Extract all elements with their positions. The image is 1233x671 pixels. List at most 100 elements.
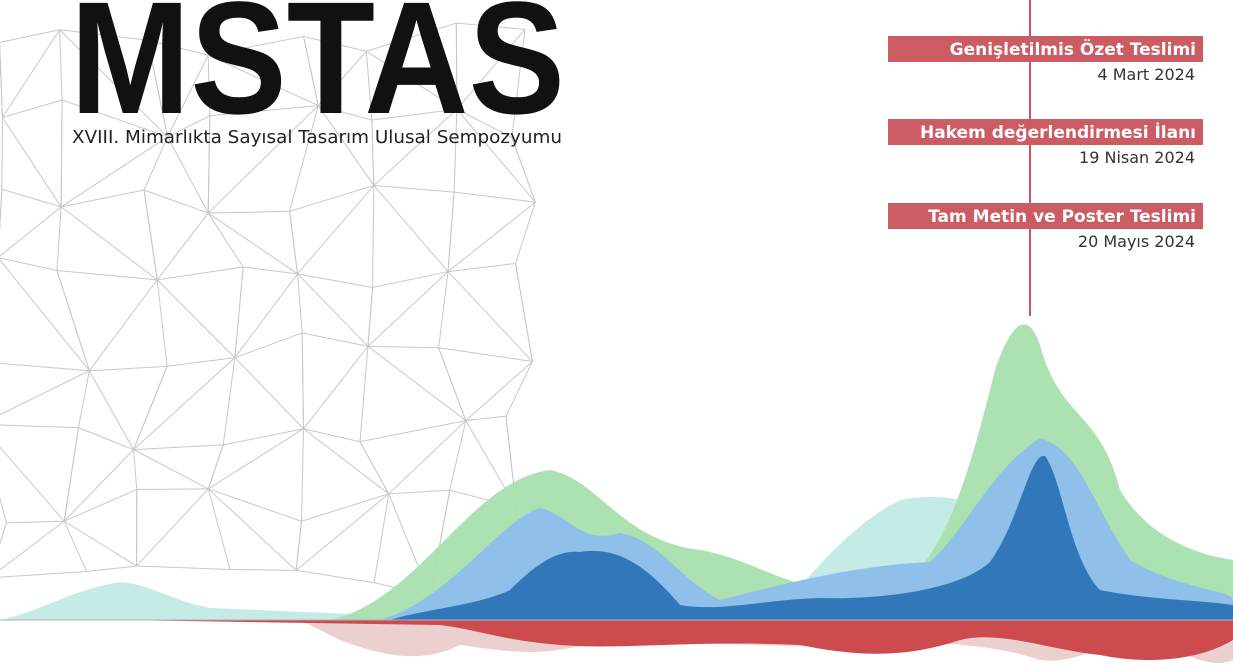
timeline: 19 Ocak 2024Genişletilmis Özet Teslimi4 … xyxy=(888,0,1203,251)
mesh-line xyxy=(0,424,78,427)
mesh-line xyxy=(298,185,374,273)
mesh-line xyxy=(301,494,388,521)
mesh-line xyxy=(157,280,235,358)
timeline-label: Tam Metin ve Poster Teslimi xyxy=(928,207,1196,227)
mesh-line xyxy=(296,570,374,582)
mesh-line xyxy=(374,494,389,583)
mesh-line xyxy=(235,333,302,358)
mesh-line xyxy=(89,371,133,450)
mesh-line xyxy=(0,371,89,425)
mesh-line xyxy=(374,185,448,271)
mesh-line xyxy=(0,30,60,43)
mesh-line xyxy=(78,371,89,428)
timeline-label: Hakem değerlendirmesi İlanı xyxy=(920,121,1196,143)
mesh-line xyxy=(223,358,235,445)
mesh-line xyxy=(360,346,368,441)
mesh-line xyxy=(373,272,448,288)
mesh-line xyxy=(389,490,450,494)
mesh-line xyxy=(360,421,466,442)
logo-title: MSTAS xyxy=(70,0,565,147)
mesh-line xyxy=(208,211,289,213)
mesh-line xyxy=(134,445,224,450)
mesh-line xyxy=(0,207,61,258)
mesh-line xyxy=(167,358,235,367)
mesh-line xyxy=(448,202,535,271)
mesh-line xyxy=(2,117,61,206)
mesh-line xyxy=(134,450,209,489)
mesh-line xyxy=(134,358,235,450)
mesh-line xyxy=(0,42,2,117)
mesh-line xyxy=(235,358,304,429)
mesh-line xyxy=(0,363,89,371)
mesh-line xyxy=(208,489,230,570)
mesh-line xyxy=(373,185,374,287)
mesh-line xyxy=(61,100,62,207)
mesh-line xyxy=(0,189,2,257)
poster: MSTAS XVIII. Mimarlıkta Sayısal Tasarım … xyxy=(0,0,1233,671)
mesh-line xyxy=(506,361,532,416)
mesh-line xyxy=(137,489,209,566)
mesh-line xyxy=(230,569,296,570)
mesh-line xyxy=(89,280,157,371)
mesh-line xyxy=(360,442,389,494)
mesh-line xyxy=(0,521,64,578)
mesh-line xyxy=(0,258,89,371)
mesh-line xyxy=(208,213,297,274)
mesh-line xyxy=(61,207,157,280)
mesh-line xyxy=(64,521,86,571)
mesh-line xyxy=(439,348,533,362)
mesh-line xyxy=(64,489,137,521)
mesh-line xyxy=(368,272,448,347)
mesh-line xyxy=(301,429,303,521)
mesh-line xyxy=(144,190,208,213)
mesh-line xyxy=(208,429,303,489)
timeline-date: 20 Mayıs 2024 xyxy=(1078,232,1195,251)
mesh-line xyxy=(439,272,448,348)
mesh-line xyxy=(89,366,167,370)
mesh-line xyxy=(0,571,87,577)
mesh-line xyxy=(290,211,298,273)
mesh-line xyxy=(157,280,167,367)
mesh-line xyxy=(6,521,64,523)
timeline-label: Genişletilmis Özet Teslimi xyxy=(950,38,1196,60)
mesh-line xyxy=(208,445,223,489)
mesh-line xyxy=(0,258,57,271)
mesh-line xyxy=(368,346,439,347)
mesh-line xyxy=(64,450,133,522)
mesh-line xyxy=(208,489,296,571)
mesh-line xyxy=(389,421,466,494)
mesh-line xyxy=(64,428,78,522)
mesh-line xyxy=(466,416,506,420)
mesh-line xyxy=(235,274,298,358)
mesh-line xyxy=(57,270,89,370)
mesh-line xyxy=(144,190,157,280)
mesh-line xyxy=(298,274,303,333)
mesh-line xyxy=(0,424,6,522)
mesh-line xyxy=(374,185,454,192)
mesh-line xyxy=(303,346,367,428)
mesh-line xyxy=(296,521,301,570)
timeline-date: 19 Nisan 2024 xyxy=(1079,148,1195,167)
mesh-line xyxy=(302,333,303,429)
body: {"logo": {"title": "MSTAS", "subtitle": … xyxy=(0,0,1233,671)
mesh-line xyxy=(2,189,61,207)
mesh-line xyxy=(296,494,389,571)
mesh-line xyxy=(466,361,533,420)
mesh-line xyxy=(208,489,301,521)
mesh-line xyxy=(134,450,137,490)
mesh-line xyxy=(448,263,516,271)
page: MSTAS html, body { margin: 0; padding: 0… xyxy=(0,0,1233,671)
mesh-line xyxy=(448,192,454,272)
mesh-line xyxy=(157,213,208,280)
mesh-line xyxy=(87,566,137,571)
mesh-line xyxy=(235,267,243,358)
mesh-line xyxy=(454,192,535,202)
mesh-line xyxy=(57,207,61,271)
mesh-line xyxy=(2,100,62,117)
mesh-line xyxy=(168,137,209,213)
mesh-line xyxy=(302,333,368,346)
mesh-line xyxy=(2,30,59,118)
timeline-date: 4 Mart 2024 xyxy=(1097,65,1195,84)
mesh-line xyxy=(57,270,157,279)
mesh-line xyxy=(368,288,373,347)
